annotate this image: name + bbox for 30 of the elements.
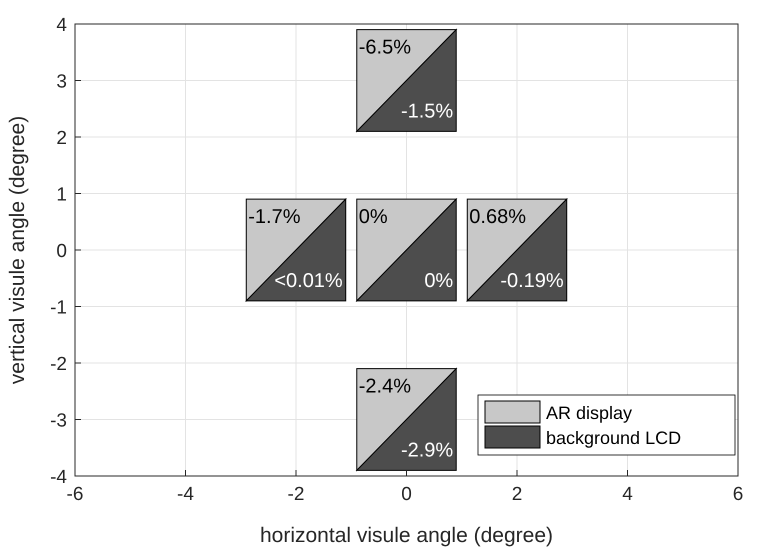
annotation: <0.01% (274, 270, 343, 292)
annotation: -1.7% (248, 206, 301, 228)
annotation: -2.4% (358, 376, 412, 398)
y-tick-label: 3 (56, 72, 67, 92)
y-tick-label: -3 (50, 410, 67, 432)
legend-label: background LCD (546, 428, 682, 448)
x-axis-title: horizontal visule angle (degree) (260, 524, 554, 547)
annotation: -1.5% (400, 100, 454, 122)
x-tick-label: -4 (177, 484, 194, 505)
x-tick-label: 4 (622, 484, 634, 505)
x-tick-label: -2 (288, 484, 304, 505)
y-tick-label: 0 (56, 241, 67, 262)
annotation: 0.68% (469, 206, 526, 228)
y-tick-label: -1 (50, 298, 67, 318)
annotation: -2.9% (400, 439, 454, 462)
x-tick-label: 6 (732, 484, 744, 505)
y-axis-title: vertical visule angle (degree) (6, 116, 29, 384)
y-tick-label: 2 (56, 128, 67, 149)
x-tick-label: -6 (66, 484, 84, 505)
annotation: 0% (358, 206, 388, 228)
legend-label: AR display (546, 403, 632, 423)
annotation: -0.19% (500, 270, 564, 292)
annotation: 0% (424, 270, 454, 292)
x-tick-label: 0 (401, 484, 412, 505)
y-tick-label: 1 (56, 184, 67, 206)
y-tick-label: -2 (50, 354, 67, 375)
annotation: -6.5% (358, 36, 412, 59)
x-tick-label: 2 (512, 484, 522, 505)
y-tick-label: 4 (56, 15, 68, 36)
y-tick-label: -4 (50, 467, 68, 488)
